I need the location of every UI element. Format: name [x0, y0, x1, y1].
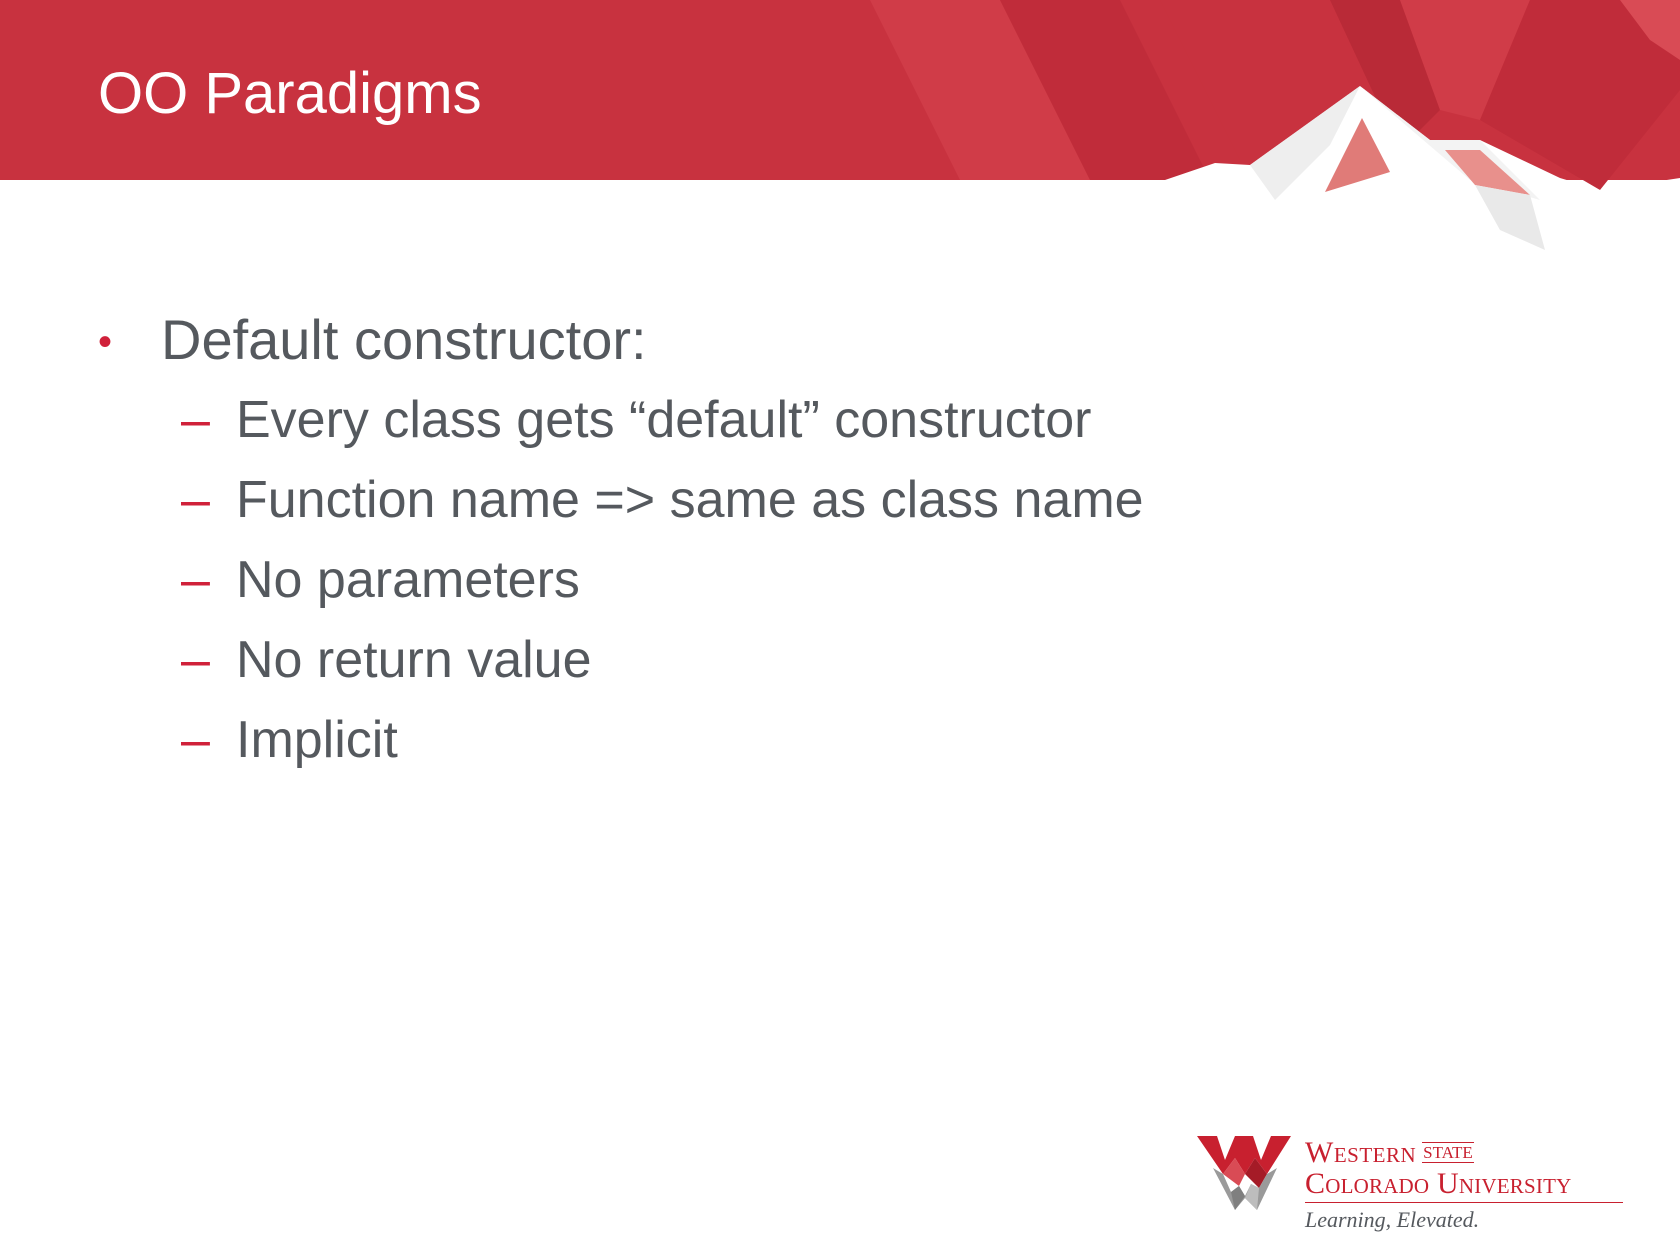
sub-bullet-text: Function name => same as class name — [236, 471, 1144, 529]
slide-title: OO Paradigms — [98, 61, 482, 126]
mountain-w-logo-icon — [1197, 1136, 1291, 1210]
sub-bullet-item: – Every class gets “default” constructor — [0, 380, 1600, 460]
logo-name-line2: Colorado University — [1305, 1167, 1572, 1200]
sub-bullet-text: Implicit — [236, 711, 398, 769]
university-logo: Western STATE Colorado University Learnin… — [1195, 1130, 1635, 1232]
bullet-icon: • — [98, 320, 113, 364]
bullet-item: • Default constructor: — [0, 300, 1600, 380]
sub-bullet-text: Every class gets “default” constructor — [236, 391, 1092, 449]
dash-icon: – — [181, 391, 210, 449]
sub-bullet-item: – Function name => same as class name — [0, 460, 1600, 540]
dash-icon: – — [181, 631, 210, 689]
header-banner — [0, 0, 1680, 260]
logo-name-line1: Western STATE — [1305, 1136, 1474, 1170]
logo-state: STATE — [1422, 1142, 1474, 1163]
sub-bullet-item: – No return value — [0, 620, 1600, 700]
sub-bullet-item: – Implicit — [0, 700, 1600, 780]
sub-bullet-text: No parameters — [236, 551, 580, 609]
dash-icon: – — [181, 711, 210, 769]
dash-icon: – — [181, 551, 210, 609]
sub-bullet-item: – No parameters — [0, 540, 1600, 620]
bullet-text: Default constructor: — [161, 308, 647, 371]
dash-icon: – — [181, 471, 210, 529]
sub-bullet-text: No return value — [236, 631, 592, 689]
logo-tagline: Learning, Elevated. — [1305, 1207, 1480, 1232]
logo-divider — [1305, 1202, 1623, 1203]
logo-western: Western — [1305, 1136, 1417, 1169]
